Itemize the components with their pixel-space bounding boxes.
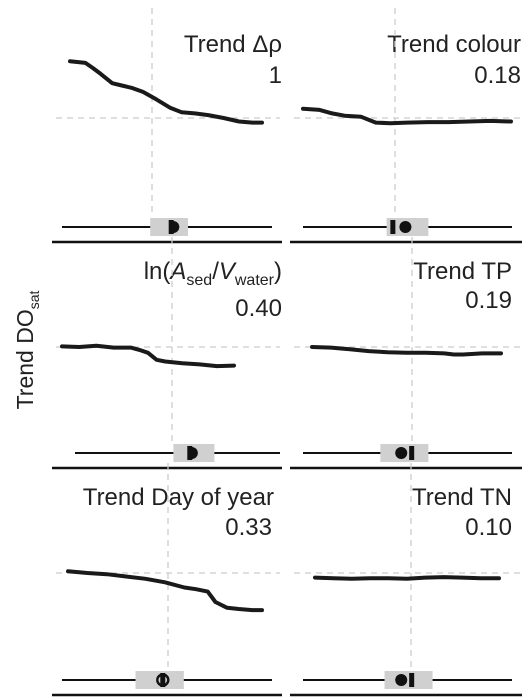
title-part: A [168,258,186,285]
mean-dot [191,447,198,459]
panel-trend-day-of-year: Trend Day of year 0.33 [83,484,274,541]
series-line [68,59,264,125]
series-line [66,569,264,613]
mean-dot [395,447,408,459]
panel-title: Trend Δρ [184,31,282,58]
chart-marks [52,8,522,697]
title-part: / [212,258,219,285]
mean-dot [399,221,412,233]
panel-trend-delta-rho: Trend Δρ 1 [184,31,282,89]
panel-title: Trend TP [413,258,512,285]
median-bar [187,446,193,460]
median-bar [409,446,415,460]
series-line [313,575,501,581]
interquartile-box [135,671,184,689]
mean-dot [173,221,180,233]
svg-text:Trend DOsat: Trend DOsat [12,290,42,409]
panel-ln-ased-vwater: ln(Ased/Vwater) 0.40 [144,258,282,322]
panel-title: Trend Day of year [83,484,274,511]
panel-importance-value: 0.18 [474,62,521,89]
panel-importance-value: 0.40 [235,295,282,322]
series-line [310,345,503,357]
panel-importance-value: 1 [269,62,282,89]
median-bar [409,673,415,687]
title-part: ln( [144,258,171,285]
median-bar [390,220,396,234]
median-bar [160,673,166,687]
series-line [301,106,513,126]
interquartile-box [384,671,433,689]
mean-dot [156,673,170,687]
panel-title: Trend colour [387,31,521,58]
mean-dot [395,674,408,686]
title-part-subscript: water [234,272,275,289]
y-axis-label-subscript: sat [26,290,42,309]
panel-importance-value: 0.33 [225,514,272,541]
series-line [60,343,236,369]
panel-trend-tn: Trend TN 0.10 [412,484,512,541]
median-bar [168,220,174,234]
panel-title: ln(Ased/Vwater) [144,258,282,289]
panel-trend-tp: Trend TP 0.19 [413,258,512,314]
panel-title: Trend TN [412,484,512,511]
panel-importance-value: 0.19 [465,287,512,314]
title-part: ) [274,258,282,285]
y-axis-label-main: Trend DO [12,309,38,409]
title-part: V [219,258,237,285]
y-axis-label: Trend DOsat [12,290,42,409]
panel-importance-value: 0.10 [465,514,512,541]
panel-trend-colour: Trend colour 0.18 [387,31,521,89]
title-part-subscript: sed [186,272,212,289]
